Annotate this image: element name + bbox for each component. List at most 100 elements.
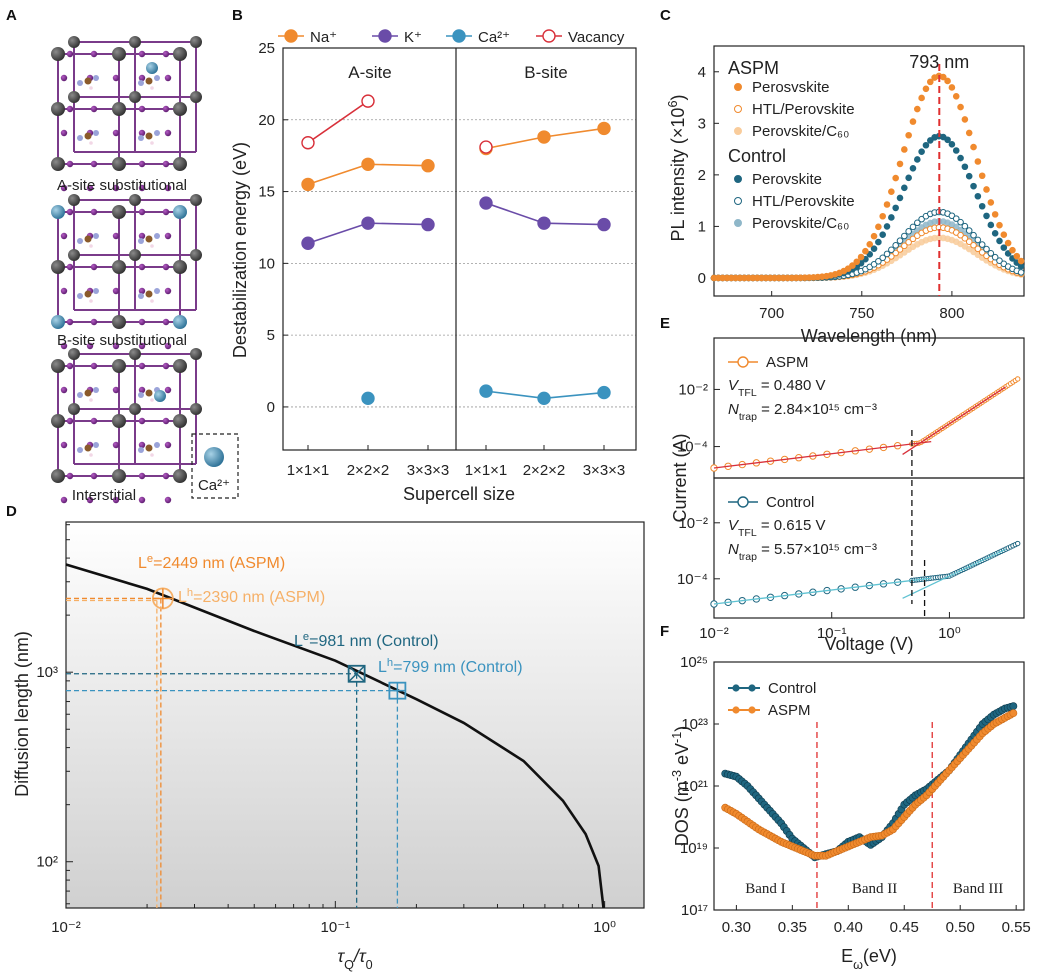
panel-label-b: B: [232, 7, 243, 24]
halide-atom: [66, 208, 74, 216]
halide-atom: [60, 129, 68, 137]
pl-point-Control: [875, 257, 882, 265]
y-axis-title: DOS (m-3 eV-1): [670, 726, 692, 846]
lead-atom: [190, 194, 202, 206]
carbon-atom: [84, 77, 92, 85]
carbon-atom: [145, 235, 153, 243]
data-point-K⁺: [537, 216, 551, 230]
legend-label: K⁺: [404, 29, 422, 46]
lead-atom: [190, 249, 202, 261]
y-tick-label: 4: [698, 64, 706, 81]
panel-label-d: D: [6, 503, 17, 520]
hydrogen-atom: [89, 453, 93, 457]
lead-atom: [173, 414, 187, 428]
nitrogen-atom: [93, 288, 99, 294]
pl-point-Control: [883, 250, 891, 258]
legend-label: Control: [768, 680, 816, 697]
pl-point-Control: [948, 141, 956, 148]
nitrogen-atom: [77, 135, 83, 141]
halide-atom: [162, 105, 170, 113]
legend-marker: [734, 83, 742, 91]
legend-group-title: Control: [728, 146, 786, 166]
y-tick-label: 10⁻²: [678, 515, 708, 532]
x-axis-title: Voltage (V): [824, 634, 913, 654]
nitrogen-atom: [154, 442, 160, 448]
x-tick-label: 0.40: [834, 919, 863, 936]
lead-atom: [129, 36, 141, 48]
halide-atom: [60, 287, 68, 295]
plot-frame-d: [65, 521, 645, 909]
pl-point-ASPM: [883, 201, 891, 208]
lead-atom: [173, 47, 187, 61]
halide-atom: [138, 318, 146, 326]
label-part: -1: [670, 732, 684, 743]
x-tick-label: 750: [849, 305, 874, 322]
x-axis-title: Eω(eV): [841, 946, 897, 972]
x-tick-label: 10⁻¹: [817, 625, 847, 642]
label-part: E: [841, 946, 853, 966]
halide-atom: [138, 208, 146, 216]
pl-point-Control: [926, 137, 934, 144]
x-tick-label: 3×3×3: [407, 462, 450, 479]
legend-marker: [734, 105, 742, 113]
label-part: TFL: [738, 387, 757, 399]
panel-f-chart: 0.30 0.35 0.40 0.45 0.50 0.55 10¹⁷ 10¹⁹ 10²¹ 10²³…: [670, 654, 1031, 972]
series-line: [543, 127, 605, 138]
pl-point-ASPM: [853, 258, 861, 266]
lead-atom: [68, 403, 80, 415]
lead-atom: [51, 359, 65, 373]
data-point-Vacancy: [479, 140, 493, 154]
halide-atom: [138, 386, 146, 394]
pl-point-Control: [888, 214, 895, 221]
y-axis-title: Destabilization energy (eV): [230, 142, 250, 358]
halide-atom: [66, 472, 74, 480]
pl-point-ASPM: [983, 186, 990, 193]
halide-atom: [90, 318, 98, 326]
halide-atom: [162, 318, 170, 326]
halide-atom: [112, 74, 120, 82]
lead-atom: [112, 260, 126, 274]
group-label-a-site: A-site: [348, 63, 391, 82]
y-tick-label: 10⁻⁴: [677, 439, 708, 456]
pl-point-Control: [905, 174, 912, 182]
ntrap-label: Ntrap = 5.57×10¹⁵ cm⁻³: [728, 541, 877, 563]
label-part: = 0.615 V: [757, 517, 826, 534]
panel-label-e: E: [660, 315, 670, 332]
series-line: [367, 163, 429, 167]
lead-atom: [112, 157, 126, 171]
lead-atom: [173, 469, 187, 483]
lead-atom: [68, 36, 80, 48]
y-tick-label: 10³: [36, 664, 58, 681]
halide-atom: [138, 263, 146, 271]
hydrogen-atom: [150, 244, 154, 248]
halide-atom: [138, 129, 146, 137]
label-part: = 2.84×10¹⁵ cm⁻³: [757, 401, 877, 418]
y-tick-label: 10²¹: [681, 778, 708, 795]
band-label: Band III: [953, 881, 1003, 897]
y-tick-label: 10: [258, 255, 275, 272]
carbon-atom: [145, 132, 153, 140]
nitrogen-atom: [77, 293, 83, 299]
crystal-b-site: [51, 194, 202, 350]
y-tick-label: 10⁻²: [678, 381, 708, 398]
pl-point-Control: [987, 221, 995, 229]
halide-atom: [112, 342, 120, 350]
annotation-label: Lh=2390 nm (ASPM): [178, 587, 325, 606]
hydrogen-atom: [150, 141, 154, 145]
vtfl-label: VTFL = 0.615 V: [728, 517, 826, 539]
pl-point-ASPM: [944, 77, 951, 85]
carbon-atom: [84, 389, 92, 397]
halide-atom: [164, 386, 172, 394]
x-axis-title: τQ/τ0: [337, 946, 372, 972]
x-tick-label: 10⁻²: [51, 919, 81, 936]
plot-frame-c: [713, 45, 1025, 297]
halide-atom: [164, 129, 172, 137]
label-part: h: [187, 587, 193, 599]
halide-atom: [90, 160, 98, 168]
tfl-fit-line: [902, 548, 1006, 599]
legend-marker: [732, 684, 740, 692]
ca-dopant-atom: [173, 315, 187, 329]
halide-atom: [112, 129, 120, 137]
